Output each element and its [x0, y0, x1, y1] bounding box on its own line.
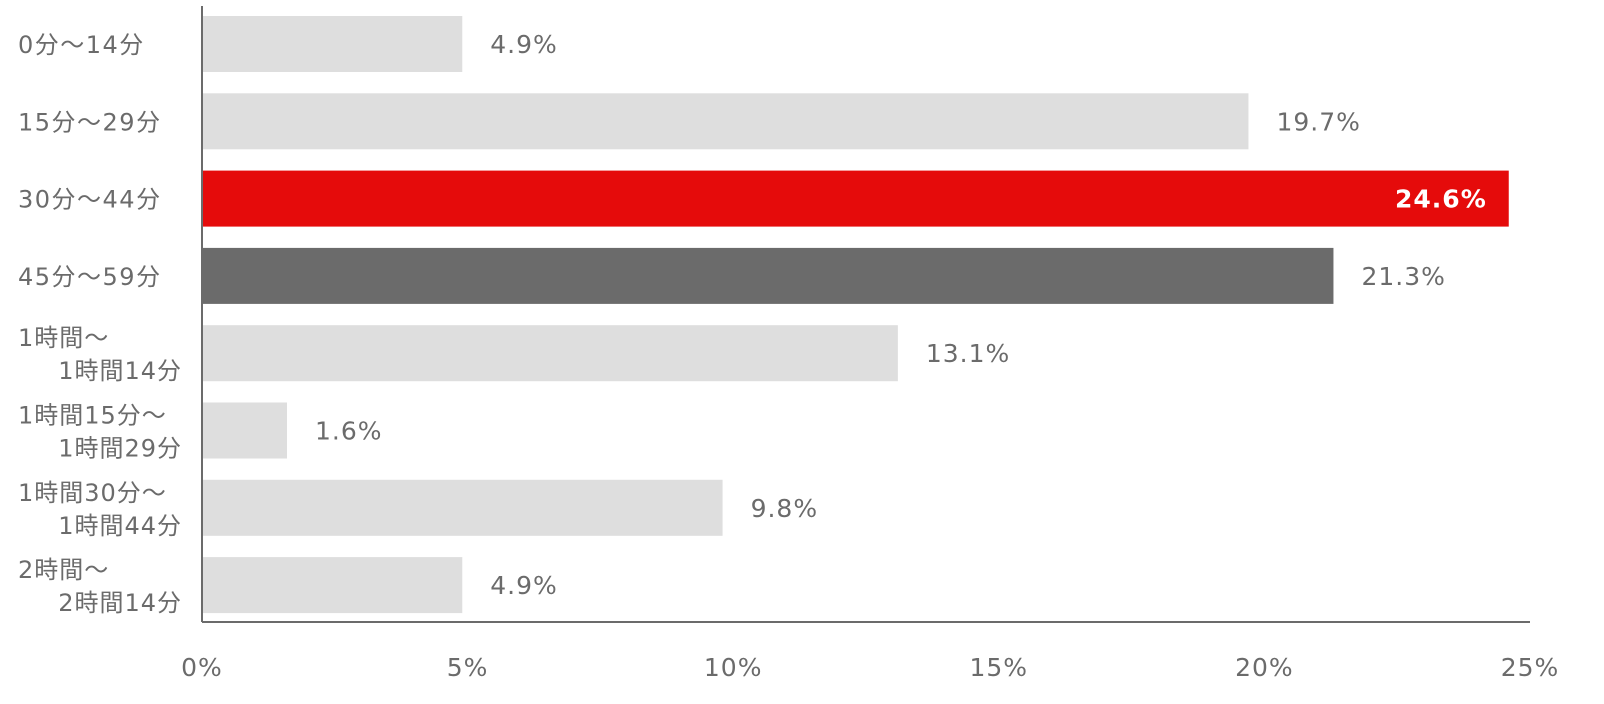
value-label-6: 1.6% — [315, 417, 383, 446]
value-labels-layer: 4.9% 19.7% 24.6% 21.3% 13.1% 1.6% 9.8% 4.9% — [315, 30, 1487, 600]
value-label-4: 21.3% — [1361, 262, 1445, 291]
x-tick-label-25: 25% — [1501, 653, 1560, 682]
x-tick-label-20: 20% — [1235, 653, 1294, 682]
bar-5 — [202, 325, 898, 382]
x-tick-labels-layer: 0% 5% 10% 15% 20% 25% — [181, 653, 1560, 682]
category-label-6-line-2: 1時間29分 — [58, 435, 182, 463]
x-tick-label-0: 0% — [181, 653, 223, 682]
category-label-1: 0分〜14分 — [18, 31, 145, 59]
bar-8 — [202, 557, 463, 614]
bar-2 — [202, 93, 1249, 150]
x-tick-label-15: 15% — [970, 653, 1029, 682]
value-label-2: 19.7% — [1276, 107, 1360, 136]
bars-layer — [202, 16, 1509, 614]
category-labels-layer: 0分〜14分 15分〜29分 30分〜44分 45分〜59分 1時間〜 1時間14分 1時間… — [18, 31, 182, 617]
value-label-5: 13.1% — [926, 339, 1010, 368]
bar-1 — [202, 16, 463, 72]
category-label-2: 15分〜29分 — [18, 108, 162, 136]
category-label-4: 45分〜59分 — [18, 263, 162, 291]
value-label-7: 9.8% — [751, 494, 819, 523]
bar-4 — [202, 247, 1334, 304]
value-label-8: 4.9% — [490, 571, 558, 600]
x-tick-label-5: 5% — [447, 653, 489, 682]
category-label-8-line-1: 2時間〜 — [18, 556, 109, 584]
category-label-5-line-2: 1時間14分 — [58, 357, 182, 385]
x-tick-label-10: 10% — [704, 653, 763, 682]
category-label-3: 30分〜44分 — [18, 186, 162, 214]
axes-layer — [201, 6, 1530, 623]
value-label-1: 4.9% — [490, 30, 558, 59]
value-label-3: 24.6% — [1395, 185, 1487, 214]
category-label-7-line-1: 1時間30分〜 — [18, 479, 167, 507]
bar-3 — [202, 170, 1509, 227]
category-label-6-line-1: 1時間15分〜 — [18, 402, 167, 430]
category-label-7-line-2: 1時間44分 — [58, 512, 182, 540]
bar-7 — [202, 479, 723, 536]
category-label-8-line-2: 2時間14分 — [58, 589, 182, 617]
bar-6 — [202, 402, 287, 459]
category-label-5-line-1: 1時間〜 — [18, 324, 109, 352]
